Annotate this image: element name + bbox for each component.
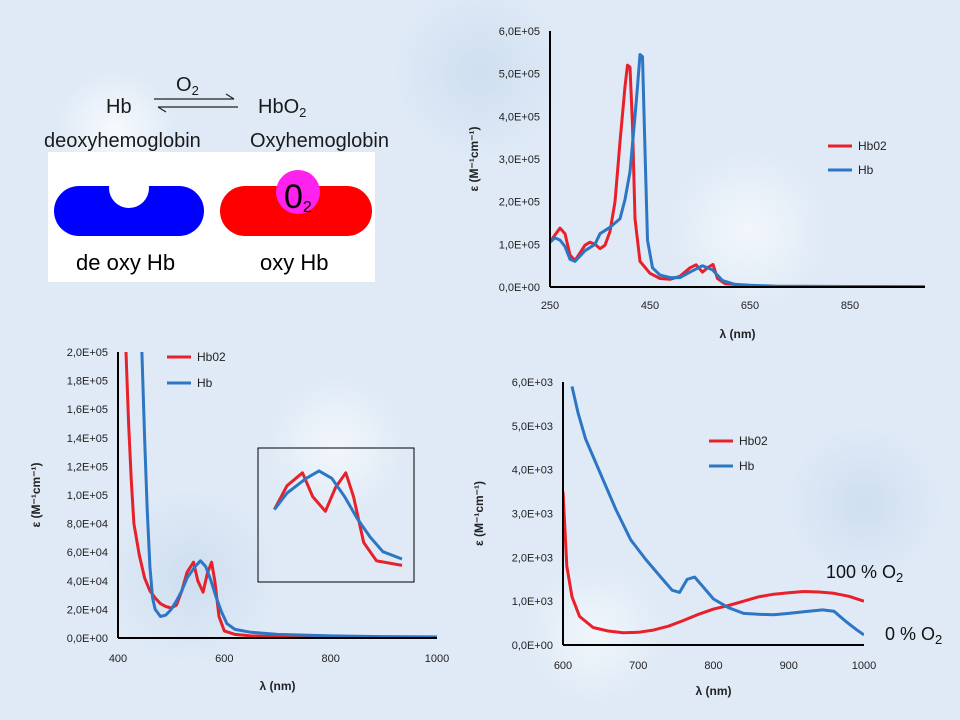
o2-over-arrow: O2 xyxy=(176,74,199,98)
y-tick-label: 3,0E+03 xyxy=(512,509,553,521)
y-tick-label: 2,0E+05 xyxy=(67,347,108,359)
x-tick-label: 800 xyxy=(321,653,339,665)
y-tick-label: 1,0E+03 xyxy=(512,596,553,608)
x-axis-label: λ (nm) xyxy=(720,327,756,341)
inset-series-line-hb02 xyxy=(273,471,403,567)
x-tick-label: 1000 xyxy=(852,660,876,672)
y-tick-label: 0,0E+00 xyxy=(499,282,540,294)
reactant-label: Hb xyxy=(106,96,132,118)
oxy-hb-label: oxy Hb xyxy=(260,250,328,275)
x-tick-label: 250 xyxy=(541,300,559,312)
y-tick-label: 1,0E+05 xyxy=(67,490,108,502)
full-chart: 0,0E+00 1,0E+05 2,0E+05 3,0E+05 4,0E+05 5,0E+… xyxy=(467,26,925,341)
label-100-percent-o2: 100 % O2 xyxy=(826,562,904,585)
x-axis-label: λ (nm) xyxy=(260,679,296,693)
y-tick-label: 5,0E+03 xyxy=(512,421,553,433)
equilibrium-arrows-icon xyxy=(154,93,238,113)
y-tick-label: 4,0E+03 xyxy=(512,465,553,477)
y-axis-label: ε (M⁻¹cm⁻¹) xyxy=(472,481,486,546)
series-line-hb02 xyxy=(563,491,864,635)
product-label: HbO2 xyxy=(258,96,307,120)
inset-series-line-hb xyxy=(273,469,403,561)
visible-chart: 0,0E+00 2,0E+04 4,0E+04 6,0E+04 8,0E+04 1,0E+… xyxy=(29,347,449,693)
series-line-hb02 xyxy=(124,352,437,638)
y-axis-label: ε (M⁻¹cm⁻¹) xyxy=(467,126,481,191)
x-tick-label: 650 xyxy=(741,300,759,312)
y-tick-label: 3,0E+05 xyxy=(499,154,540,166)
x-tick-label: 800 xyxy=(704,660,722,672)
y-tick-label: 8,0E+04 xyxy=(67,519,108,531)
legend-label-hb02: Hb02 xyxy=(739,434,768,448)
x-tick-label: 600 xyxy=(554,660,572,672)
y-tick-label: 2,0E+05 xyxy=(499,197,540,209)
o2-molecule-icon xyxy=(276,170,320,214)
legend-label-hb02: Hb02 xyxy=(858,139,887,153)
nir-chart: 0,0E+00 1,0E+03 2,0E+03 3,0E+03 4,0E+03 5,0E+… xyxy=(472,377,876,698)
y-tick-label: 2,0E+04 xyxy=(67,604,108,616)
series-line-hb xyxy=(570,386,864,637)
deoxy-hb-shape xyxy=(54,186,204,236)
x-tick-label: 600 xyxy=(215,653,233,665)
legend-label-hb: Hb xyxy=(858,163,874,177)
y-tick-label: 0,0E+00 xyxy=(67,633,108,645)
x-axis-label: λ (nm) xyxy=(696,684,732,698)
x-tick-label: 900 xyxy=(780,660,798,672)
y-tick-label: 1,6E+05 xyxy=(67,404,108,416)
y-tick-label: 6,0E+03 xyxy=(512,377,553,389)
y-tick-label: 4,0E+05 xyxy=(499,111,540,123)
reaction-scheme: O2 Hb HbO2 deoxyhemoglobin Oxyhemoglobin xyxy=(0,0,440,160)
y-tick-label: 4,0E+04 xyxy=(67,576,108,588)
legend-label-hb02: Hb02 xyxy=(197,350,226,364)
oxyhemoglobin-label: Oxyhemoglobin xyxy=(250,130,389,152)
y-axis-label: ε (M⁻¹cm⁻¹) xyxy=(29,462,43,527)
inset-frame xyxy=(257,447,415,583)
y-tick-label: 1,4E+05 xyxy=(67,433,108,445)
deoxyhemoglobin-label: deoxyhemoglobin xyxy=(44,130,201,152)
y-tick-label: 0,0E+00 xyxy=(512,640,553,652)
hemoglobin-illustration-graphic: 02 de oxy Hb oxy Hb xyxy=(54,168,372,275)
x-tick-label: 400 xyxy=(109,653,127,665)
legend-label-hb: Hb xyxy=(197,376,213,390)
y-tick-label: 1,0E+05 xyxy=(499,239,540,251)
y-tick-label: 6,0E+04 xyxy=(67,547,108,559)
y-tick-label: 5,0E+05 xyxy=(499,69,540,81)
y-tick-label: 1,2E+05 xyxy=(67,461,108,473)
x-tick-label: 1000 xyxy=(425,653,449,665)
y-tick-label: 6,0E+05 xyxy=(499,26,540,38)
label-0-percent-o2: 0 % O2 xyxy=(885,624,943,647)
series-line-hb xyxy=(140,352,437,638)
deoxy-hb-label: de oxy Hb xyxy=(76,250,175,275)
o2-glyph: 02 xyxy=(284,178,312,216)
deoxy-binding-pocket xyxy=(109,168,149,208)
series-line-hb02 xyxy=(550,63,925,287)
x-tick-label: 450 xyxy=(641,300,659,312)
legend-label-hb: Hb xyxy=(739,459,755,473)
x-tick-label: 700 xyxy=(629,660,647,672)
qband-zoom-inset xyxy=(257,447,415,583)
hemoglobin-illustration: 02 de oxy Hb oxy Hb xyxy=(48,152,375,282)
y-tick-label: 2,0E+03 xyxy=(512,552,553,564)
y-tick-label: 1,8E+05 xyxy=(67,376,108,388)
x-tick-label: 850 xyxy=(841,300,859,312)
series-line-hb xyxy=(550,53,925,287)
